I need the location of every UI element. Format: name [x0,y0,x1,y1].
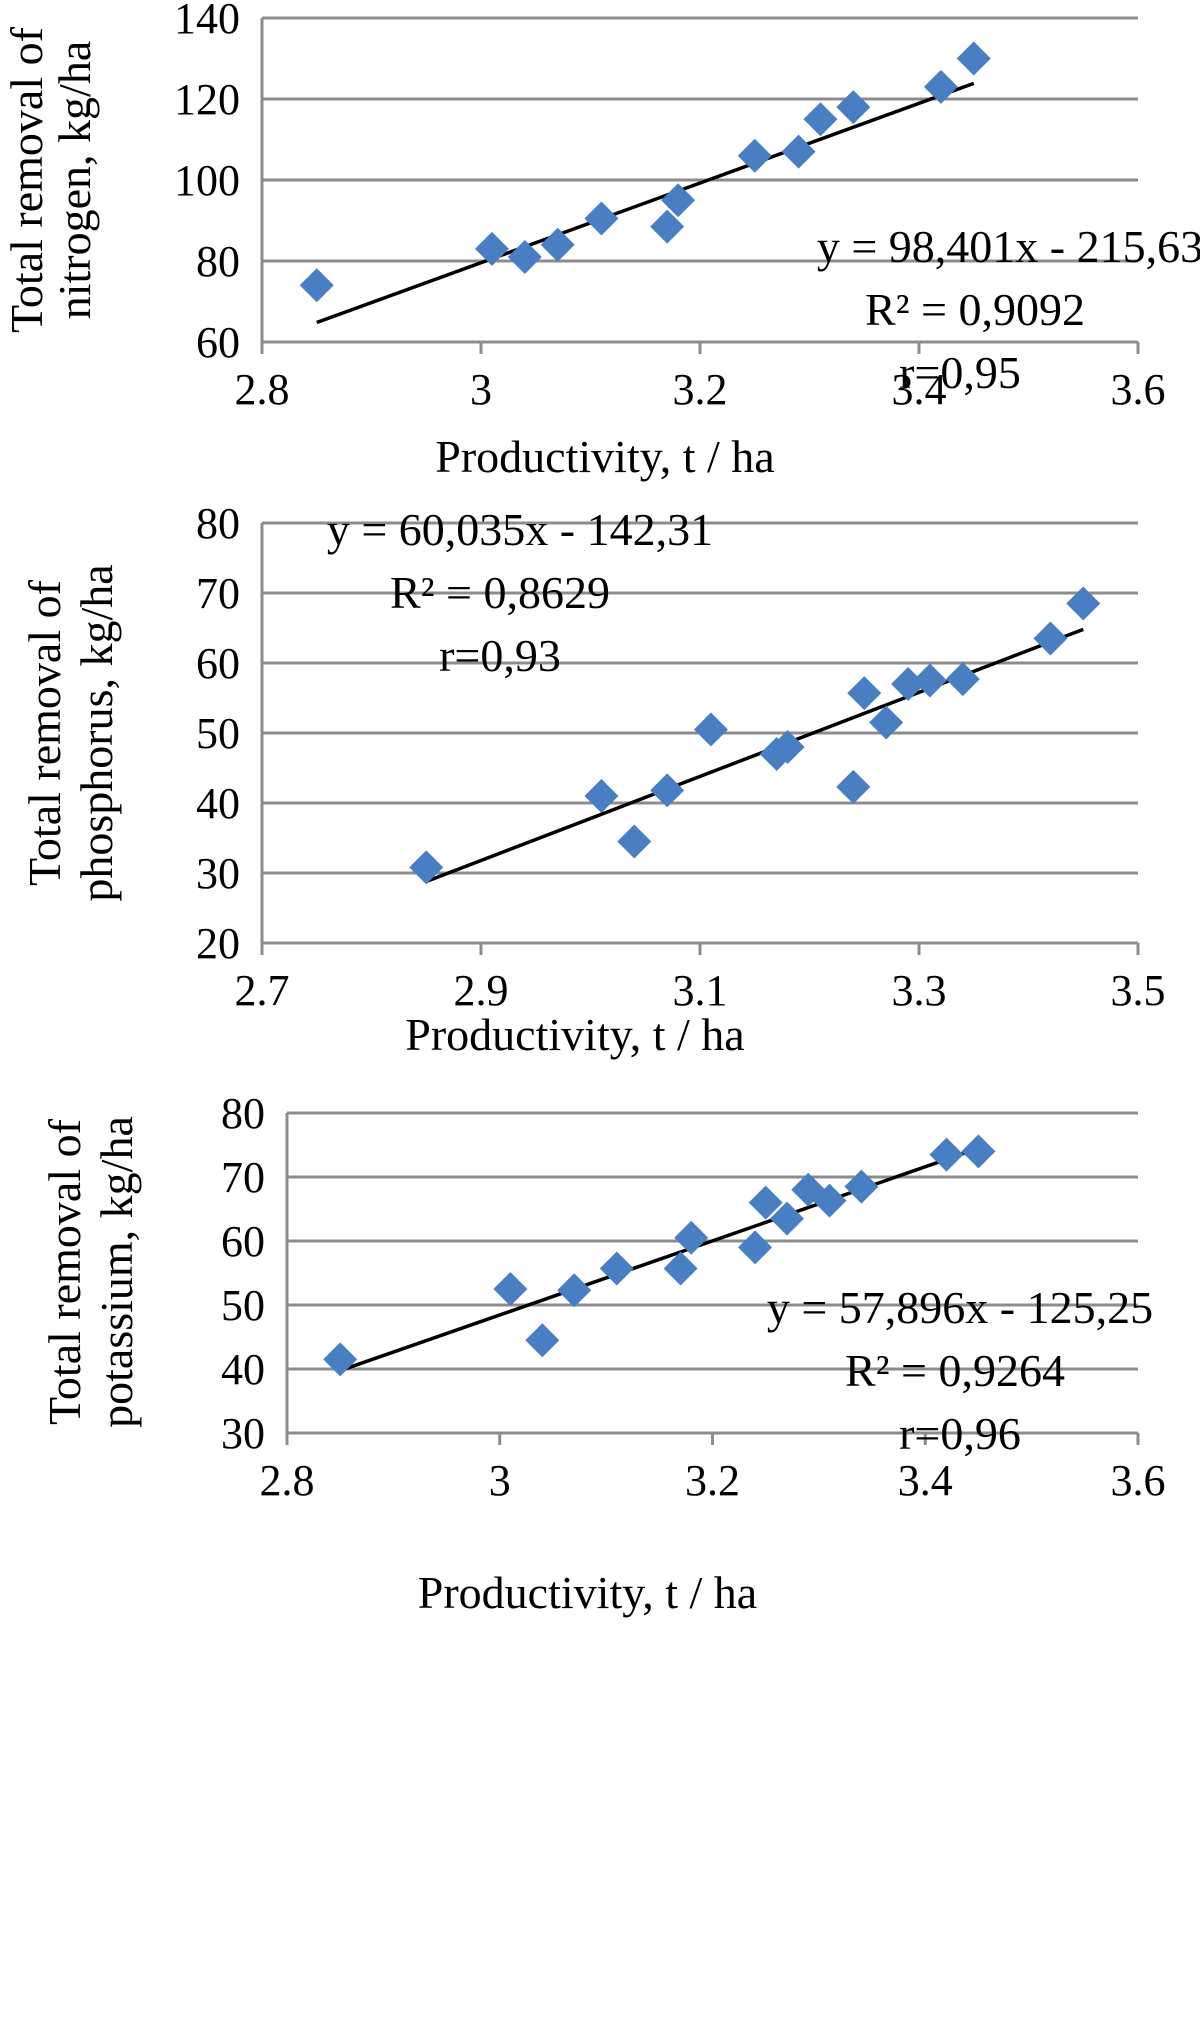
data-point [836,769,871,804]
x-tick-label: 3.3 [892,966,947,1015]
data-point [803,102,838,137]
y-axis-title: Total removal of [1,26,52,333]
data-point [409,850,444,885]
x-tick-label: 2.9 [454,966,509,1015]
data-point [1066,586,1101,621]
regression-annotation: y = 98,401x - 215,63 [817,221,1200,272]
data-point [961,1134,996,1169]
data-point [923,69,958,104]
x-tick-label: 3.2 [673,365,728,414]
x-tick-label: 3.6 [1111,1456,1166,1505]
data-point [323,1342,358,1377]
x-tick-label: 3 [470,365,492,414]
data-point [781,134,816,169]
data-point [891,667,926,701]
data-point [738,1230,773,1265]
trendline [316,81,975,325]
y-tick-label: 140 [174,0,240,43]
x-tick-label: 3 [489,1456,511,1505]
y-tick-label: 60 [221,1217,265,1266]
x-axis-title: Productivity, t / ha [435,431,774,482]
data-point [474,231,509,266]
y-tick-label: 60 [196,318,240,367]
y-tick-label: 30 [196,849,240,898]
data-point [650,209,685,244]
data-point [945,662,980,697]
data-point [663,1251,698,1286]
chart-3: 30 40 50 60 70 80 2.8 3 3.2 3.4 3.6 y = 57,896x - 1… [39,1089,1166,1618]
y-tick-label: 60 [196,639,240,688]
data-point [812,1183,847,1218]
data-point [661,183,696,218]
x-axis-title: Productivity, t / ha [405,1009,744,1060]
data-point [650,773,685,808]
y-tick-label: 80 [196,237,240,286]
data-point [507,239,542,274]
y-axis-title: potassium, kg/ha [91,1116,142,1428]
regression-annotation: y = 57,896x - 125,25 [767,1282,1153,1333]
y-tick-label: 50 [221,1281,265,1330]
data-point [844,1169,879,1204]
data-point [674,1220,709,1255]
x-tick-label: 2.8 [235,365,290,414]
y-tick-label: 50 [196,709,240,758]
data-point [912,663,947,698]
regression-annotation: R² = 0,8629 [390,567,610,618]
x-axis-title: Productivity, t / ha [418,1567,757,1618]
y-tick-label: 100 [174,156,240,205]
data-point [836,90,871,125]
data-point [693,712,728,747]
data-point [540,227,575,262]
x-tick-label: 3.4 [898,1456,953,1505]
data-point [617,824,652,859]
x-tick-label: 3.4 [892,365,947,414]
y-tick-label: 120 [174,75,240,124]
y-tick-label: 70 [221,1153,265,1202]
x-tick-label: 3.2 [685,1456,740,1505]
data-point [770,730,805,764]
x-tick-label: 3.5 [1111,966,1166,1015]
x-tick-label: 3.6 [1111,365,1166,414]
regression-annotation: R² = 0,9264 [845,1345,1065,1396]
chart-1: 60 80 100 120 140 2.8 3 3.2 3.4 3.6 y = 98,401x - … [1,0,1200,482]
regression-annotation: y = 60,035x - 142,31 [327,504,713,555]
data-point [847,676,882,711]
y-tick-label: 20 [196,919,240,968]
y-tick-label: 40 [221,1345,265,1394]
x-tick-label: 2.8 [260,1456,315,1505]
y-tick-label: 70 [196,569,240,618]
y-axis-title: phosphorus, kg/ha [71,564,122,901]
y-axis-title: Total removal of [19,579,70,886]
data-point [1033,621,1068,656]
data-point [599,1251,634,1286]
y-axis-title: nitrogen, kg/ha [49,41,100,320]
y-tick-label: 30 [221,1409,265,1458]
y-tick-label: 80 [196,499,240,548]
data-point [584,201,619,236]
trendline [425,627,1084,884]
data-point [525,1323,560,1358]
y-axis-title: Total removal of [39,1118,90,1425]
data-point [584,779,619,813]
regression-annotation: R² = 0,9092 [865,284,1085,335]
data-point [956,41,991,76]
x-tick-label: 2.7 [235,966,290,1015]
regression-annotation: r=0,93 [439,630,561,681]
data-point [769,1201,804,1236]
regression-annotation: r=0,95 [899,347,1021,398]
chart-2: 20 30 40 50 60 70 80 2.7 2.9 3.1 3.3 3.5 y = 60,035x… [19,499,1166,1060]
y-tick-label: 80 [221,1089,265,1138]
data-point [929,1137,964,1172]
y-tick-label: 40 [196,779,240,828]
data-point [748,1185,783,1220]
regression-annotation: r=0,96 [899,1408,1021,1459]
data-point [869,705,904,740]
x-tick-label: 3.1 [673,966,728,1015]
data-point [299,268,334,303]
data-point [737,138,772,173]
data-point [557,1273,592,1308]
data-point [493,1272,528,1306]
